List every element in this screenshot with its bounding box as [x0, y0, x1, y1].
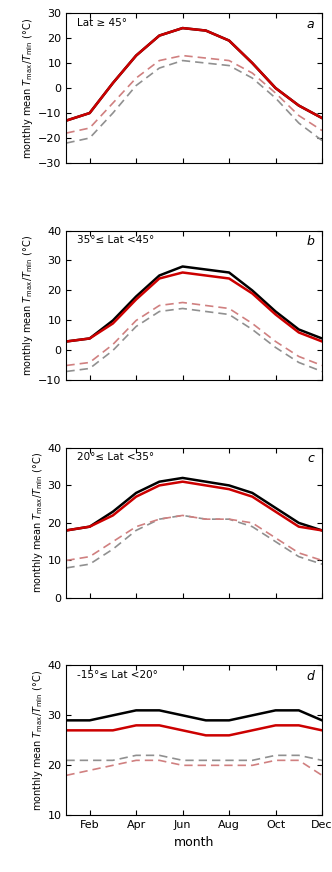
Text: Lat ≥ 45°: Lat ≥ 45°: [77, 17, 126, 28]
Text: a: a: [307, 17, 314, 31]
Text: 20°≤ Lat <35°: 20°≤ Lat <35°: [77, 453, 154, 462]
Y-axis label: monthly mean $T_{\mathrm{max}}$/$T_{\mathrm{min}}$ (°C): monthly mean $T_{\mathrm{max}}$/$T_{\mat…: [31, 453, 44, 594]
Y-axis label: monthly mean $T_{\mathrm{max}}$/$T_{\mathrm{min}}$ (°C): monthly mean $T_{\mathrm{max}}$/$T_{\mat…: [31, 670, 44, 811]
Y-axis label: monthly mean $T_{\mathrm{max}}$/$T_{\mathrm{min}}$ (°C): monthly mean $T_{\mathrm{max}}$/$T_{\mat…: [21, 235, 36, 376]
Text: 35°≤ Lat <45°: 35°≤ Lat <45°: [77, 235, 154, 245]
Y-axis label: monthly mean $T_{\mathrm{max}}$/$T_{\mathrm{min}}$ (°C): monthly mean $T_{\mathrm{max}}$/$T_{\mat…: [21, 17, 35, 159]
Text: d: d: [306, 670, 314, 683]
X-axis label: month: month: [174, 835, 214, 848]
Text: -15°≤ Lat <20°: -15°≤ Lat <20°: [77, 670, 157, 680]
Text: b: b: [306, 235, 314, 248]
Text: c: c: [307, 453, 314, 466]
